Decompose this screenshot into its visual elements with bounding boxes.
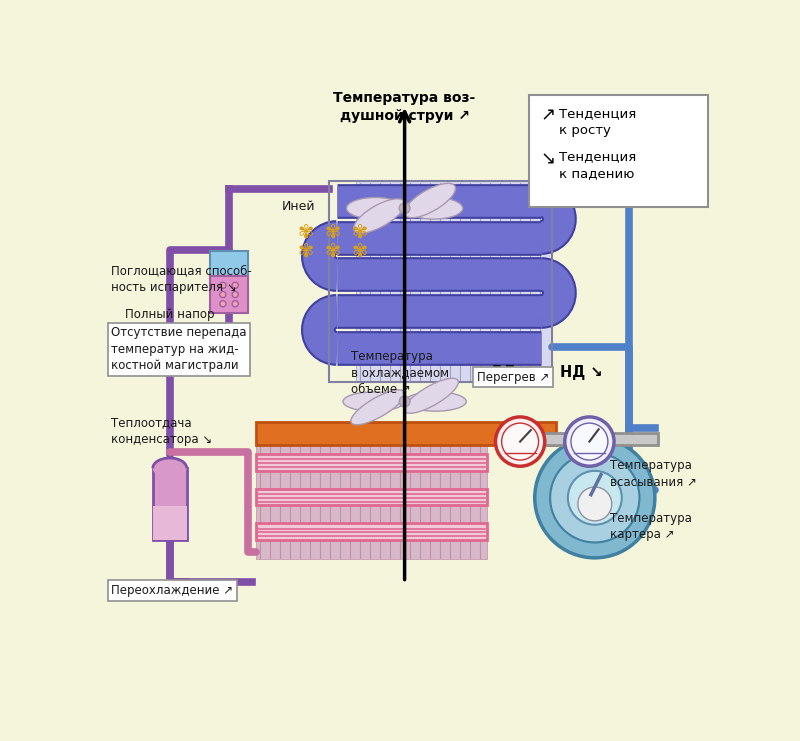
Circle shape	[220, 301, 226, 307]
Circle shape	[232, 301, 238, 307]
Bar	[356, 182, 553, 382]
Text: НД ↘: НД ↘	[560, 365, 602, 379]
Text: ✾: ✾	[352, 222, 368, 242]
Ellipse shape	[351, 390, 405, 425]
Text: ✾: ✾	[298, 222, 314, 242]
Text: Иней: Иней	[282, 200, 315, 213]
Ellipse shape	[404, 183, 455, 218]
Bar	[153, 506, 186, 540]
Circle shape	[578, 487, 612, 521]
Text: Тенденция
к падению: Тенденция к падению	[558, 150, 636, 181]
Circle shape	[502, 423, 538, 460]
Bar	[256, 488, 487, 505]
Circle shape	[399, 203, 410, 213]
Ellipse shape	[153, 458, 186, 478]
Text: Отсутствие перепада
температур на жид-
костной магистрали: Отсутствие перепада температур на жид- к…	[111, 326, 246, 372]
Text: ВД ↘: ВД ↘	[492, 365, 534, 379]
Circle shape	[232, 282, 238, 288]
Text: ✾: ✾	[325, 222, 341, 242]
Bar	[329, 182, 553, 382]
Circle shape	[568, 471, 622, 525]
Text: Поглощающая способ-
ность испарителя ↘: Поглощающая способ- ность испарителя ↘	[111, 265, 252, 294]
Circle shape	[534, 438, 655, 558]
Ellipse shape	[354, 199, 405, 233]
Text: Тенденция
к росту: Тенденция к росту	[558, 107, 636, 136]
Text: Переохлаждение ↗: Переохлаждение ↗	[111, 584, 234, 597]
Text: Температура
всасывания ↗: Температура всасывания ↗	[610, 459, 697, 489]
Circle shape	[495, 417, 545, 466]
Circle shape	[220, 291, 226, 298]
Bar	[256, 523, 487, 540]
Bar	[210, 276, 248, 313]
Bar	[532, 433, 658, 445]
Circle shape	[550, 453, 639, 542]
Bar	[210, 251, 248, 279]
Circle shape	[220, 282, 226, 288]
Ellipse shape	[405, 198, 462, 219]
Text: ↘: ↘	[541, 150, 556, 168]
Bar	[153, 468, 186, 540]
Text: Перегрев ↗: Перегрев ↗	[477, 370, 550, 384]
Text: ✾: ✾	[298, 242, 314, 261]
Ellipse shape	[405, 392, 466, 411]
Circle shape	[571, 423, 608, 460]
Text: Теплоотдача
конденсатора ↘: Теплоотдача конденсатора ↘	[111, 416, 213, 445]
Text: Полный напор
на испарителе ↗: Полный напор на испарителе ↗	[125, 308, 231, 338]
Circle shape	[399, 396, 410, 407]
Text: ↗: ↗	[541, 107, 556, 124]
Text: ✾: ✾	[325, 242, 341, 261]
Bar	[256, 422, 556, 445]
Bar	[256, 454, 487, 471]
Text: ✾: ✾	[352, 242, 368, 261]
Text: Температура
в охлаждаемом
объеме ↗: Температура в охлаждаемом объеме ↗	[350, 350, 449, 396]
Ellipse shape	[346, 198, 404, 219]
Text: Температура
картера ↗: Температура картера ↗	[610, 511, 692, 541]
Ellipse shape	[343, 392, 405, 411]
Ellipse shape	[404, 378, 458, 413]
Circle shape	[232, 291, 238, 298]
Bar	[256, 445, 487, 559]
Circle shape	[565, 417, 614, 466]
Text: Температура воз-
душной струи ↗: Температура воз- душной струи ↗	[334, 91, 476, 123]
Bar	[530, 95, 708, 207]
